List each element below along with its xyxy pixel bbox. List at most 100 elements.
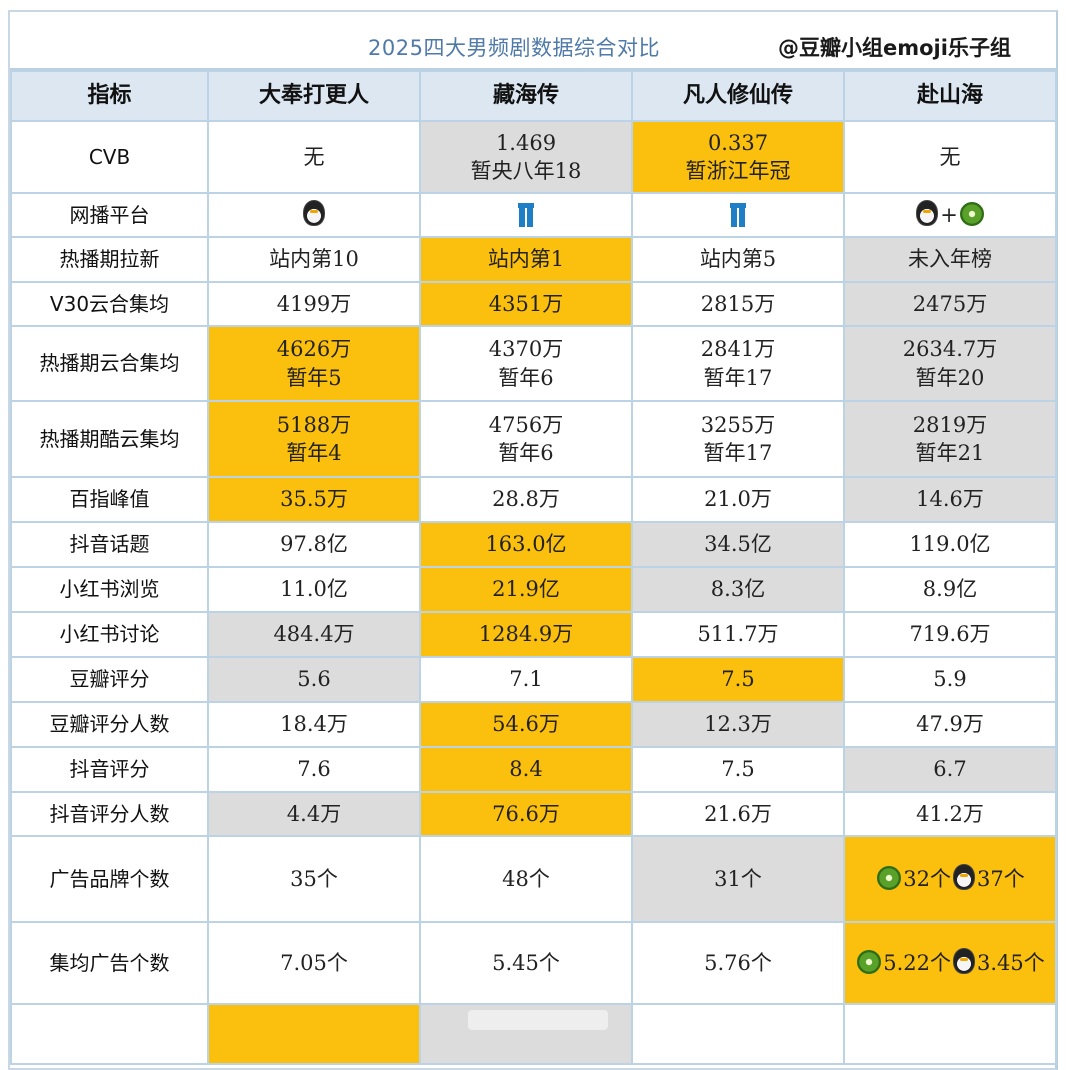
row-label: 热播期拉新 bbox=[10, 236, 209, 283]
table-cell: 7.05个 bbox=[207, 921, 421, 1005]
table-cell: 站内第5 bbox=[631, 236, 845, 283]
table-cell: 5.22个 3.45个 bbox=[843, 921, 1057, 1005]
cell-text: 暂年5 bbox=[286, 365, 342, 390]
cell-text: 4756万 bbox=[488, 412, 564, 437]
cell-text: 7.6 bbox=[297, 757, 331, 782]
table-cell: 7.5 bbox=[631, 656, 845, 703]
table-title: 2025四大男频剧数据综合对比 bbox=[368, 36, 660, 60]
cell-text: 无 bbox=[303, 144, 325, 169]
table-cell: 0.337 暂浙江年冠 bbox=[631, 120, 845, 194]
cell-text: 719.6万 bbox=[909, 622, 991, 647]
table-cell: 163.0亿 bbox=[419, 521, 633, 568]
table-row: CVB 无 1.469 暂央八年18 0.337 暂浙江年冠 无 bbox=[10, 120, 1057, 194]
cell-text: 511.7万 bbox=[697, 622, 779, 647]
table-cell: 54.6万 bbox=[419, 701, 633, 748]
table-cell: 18.4万 bbox=[207, 701, 421, 748]
cell-text: 32个 bbox=[903, 867, 951, 892]
cell-text: 2815万 bbox=[700, 291, 776, 316]
table-cell: 21.0万 bbox=[631, 476, 845, 523]
table-cell bbox=[843, 1003, 1057, 1065]
cell-text: 2475万 bbox=[912, 291, 988, 316]
table-cell: 21.9亿 bbox=[419, 566, 633, 613]
table-cell: 4199万 bbox=[207, 281, 421, 327]
table-cell: 8.4 bbox=[419, 746, 633, 793]
table-cell: 无 bbox=[207, 120, 421, 194]
table-cell: 2819万暂年21 bbox=[843, 400, 1057, 478]
cell-text: 暂年21 bbox=[915, 441, 985, 465]
table-row: 百指峰值 35.5万 28.8万 21.0万 14.6万 bbox=[10, 476, 1057, 523]
table-cell: 5.9 bbox=[843, 656, 1057, 703]
table-row: V30云合集均 4199万 4351万 2815万 2475万 bbox=[10, 281, 1057, 327]
cell-text: 5188万 bbox=[276, 412, 352, 437]
table-cell: 2475万 bbox=[843, 281, 1057, 327]
cell-text: 8.9亿 bbox=[922, 577, 978, 602]
table-cell: 2815万 bbox=[631, 281, 845, 327]
table-cell: 511.7万 bbox=[631, 611, 845, 658]
cell-text: 21.0万 bbox=[704, 487, 772, 512]
table-cell: 28.8万 bbox=[419, 476, 633, 523]
penguin-icon bbox=[953, 864, 975, 891]
cell-text: 7.5 bbox=[721, 667, 755, 692]
comparison-table: 指标 大奉打更人 藏海传 凡人修仙传 赴山海 CVB 无 1.469 暂央八年18 0.337 暂… bbox=[10, 70, 1057, 1065]
header-drama: 赴山海 bbox=[843, 70, 1057, 122]
plus-sign: + bbox=[940, 203, 958, 228]
table-row: 豆瓣评分人数 18.4万 54.6万 12.3万 47.9万 bbox=[10, 701, 1057, 748]
table-cell: 1.469 暂央八年18 bbox=[419, 120, 633, 194]
table-cell: 47.9万 bbox=[843, 701, 1057, 748]
table-cell: 未入年榜 bbox=[843, 236, 1057, 283]
table-row: 小红书讨论 484.4万 1284.9万 511.7万 719.6万 bbox=[10, 611, 1057, 658]
table-cell: 7.1 bbox=[419, 656, 633, 703]
cell-text: 8.4 bbox=[509, 757, 543, 782]
cell-text: 5.22个 bbox=[883, 951, 951, 976]
cell-text: 163.0亿 bbox=[485, 532, 567, 557]
cell-text: 2634.7万 bbox=[902, 337, 998, 362]
table-cell: 5.45个 bbox=[419, 921, 633, 1005]
table-cell: 8.3亿 bbox=[631, 566, 845, 613]
row-label: 小红书浏览 bbox=[10, 566, 209, 613]
cell-text: 14.6万 bbox=[916, 487, 984, 512]
cell-text: 5.9 bbox=[933, 667, 967, 692]
cell-text: 7.05个 bbox=[280, 950, 348, 975]
kiwi-icon bbox=[877, 866, 902, 891]
table-cell: 4370万 暂年6 bbox=[419, 325, 633, 402]
cell-text: 站内第5 bbox=[699, 247, 777, 272]
cell-text: 0.337 bbox=[707, 130, 769, 155]
table-cell: 484.4万 bbox=[207, 611, 421, 658]
cell-text: 35个 bbox=[290, 866, 338, 891]
cell-text: 暂浙江年冠 bbox=[685, 159, 791, 183]
table-row: 热播期拉新 站内第10 站内第1 站内第5 未入年榜 bbox=[10, 236, 1057, 283]
cell-text: 2841万 bbox=[700, 337, 776, 362]
header-drama: 凡人修仙传 bbox=[631, 70, 845, 122]
row-label: 热播期云合集均 bbox=[10, 325, 209, 402]
table-cell: 5.6 bbox=[207, 656, 421, 703]
table-cell: 1284.9万 bbox=[419, 611, 633, 658]
row-label: 小红书讨论 bbox=[10, 611, 209, 658]
cell-text: 暂年20 bbox=[915, 365, 985, 390]
cell-text: 1.469 bbox=[495, 130, 557, 155]
cell-text: 11.0亿 bbox=[280, 577, 348, 602]
table-cell: 4756万 暂年6 bbox=[419, 400, 633, 478]
kiwi-icon bbox=[959, 202, 984, 227]
row-label: CVB bbox=[10, 120, 209, 194]
table-body: CVB 无 1.469 暂央八年18 0.337 暂浙江年冠 无网播平台 + 热播期拉新 站内第1… bbox=[10, 120, 1057, 1065]
cell-text: 暂年4 bbox=[286, 441, 342, 465]
table-row: 抖音评分人数 4.4万 76.6万 21.6万 41.2万 bbox=[10, 791, 1057, 837]
row-label: 百指峰值 bbox=[10, 476, 209, 523]
row-label: 广告品牌个数 bbox=[10, 835, 209, 923]
table-cell: 719.6万 bbox=[843, 611, 1057, 658]
table-row: 抖音话题 97.8亿 163.0亿 34.5亿 119.0亿 bbox=[10, 521, 1057, 568]
cell-text: 4370万 bbox=[488, 337, 564, 362]
table-cell: 8.9亿 bbox=[843, 566, 1057, 613]
table-cell: 7.5 bbox=[631, 746, 845, 793]
table-cell: 3255万 暂年17 bbox=[631, 400, 845, 478]
cell-text: 12.3万 bbox=[704, 712, 772, 737]
cell-text: 未入年榜 bbox=[908, 247, 992, 272]
blurred-overlay bbox=[468, 1010, 608, 1030]
row-label: V30云合集均 bbox=[10, 281, 209, 327]
table-row: 豆瓣评分 5.6 7.1 7.5 5.9 bbox=[10, 656, 1057, 703]
table-row: 网播平台 + bbox=[10, 192, 1057, 238]
cell-text: 2819万 bbox=[912, 412, 988, 437]
cell-text: 31个 bbox=[714, 866, 762, 891]
row-label: 集均广告个数 bbox=[10, 921, 209, 1005]
table-cell: 站内第1 bbox=[419, 236, 633, 283]
